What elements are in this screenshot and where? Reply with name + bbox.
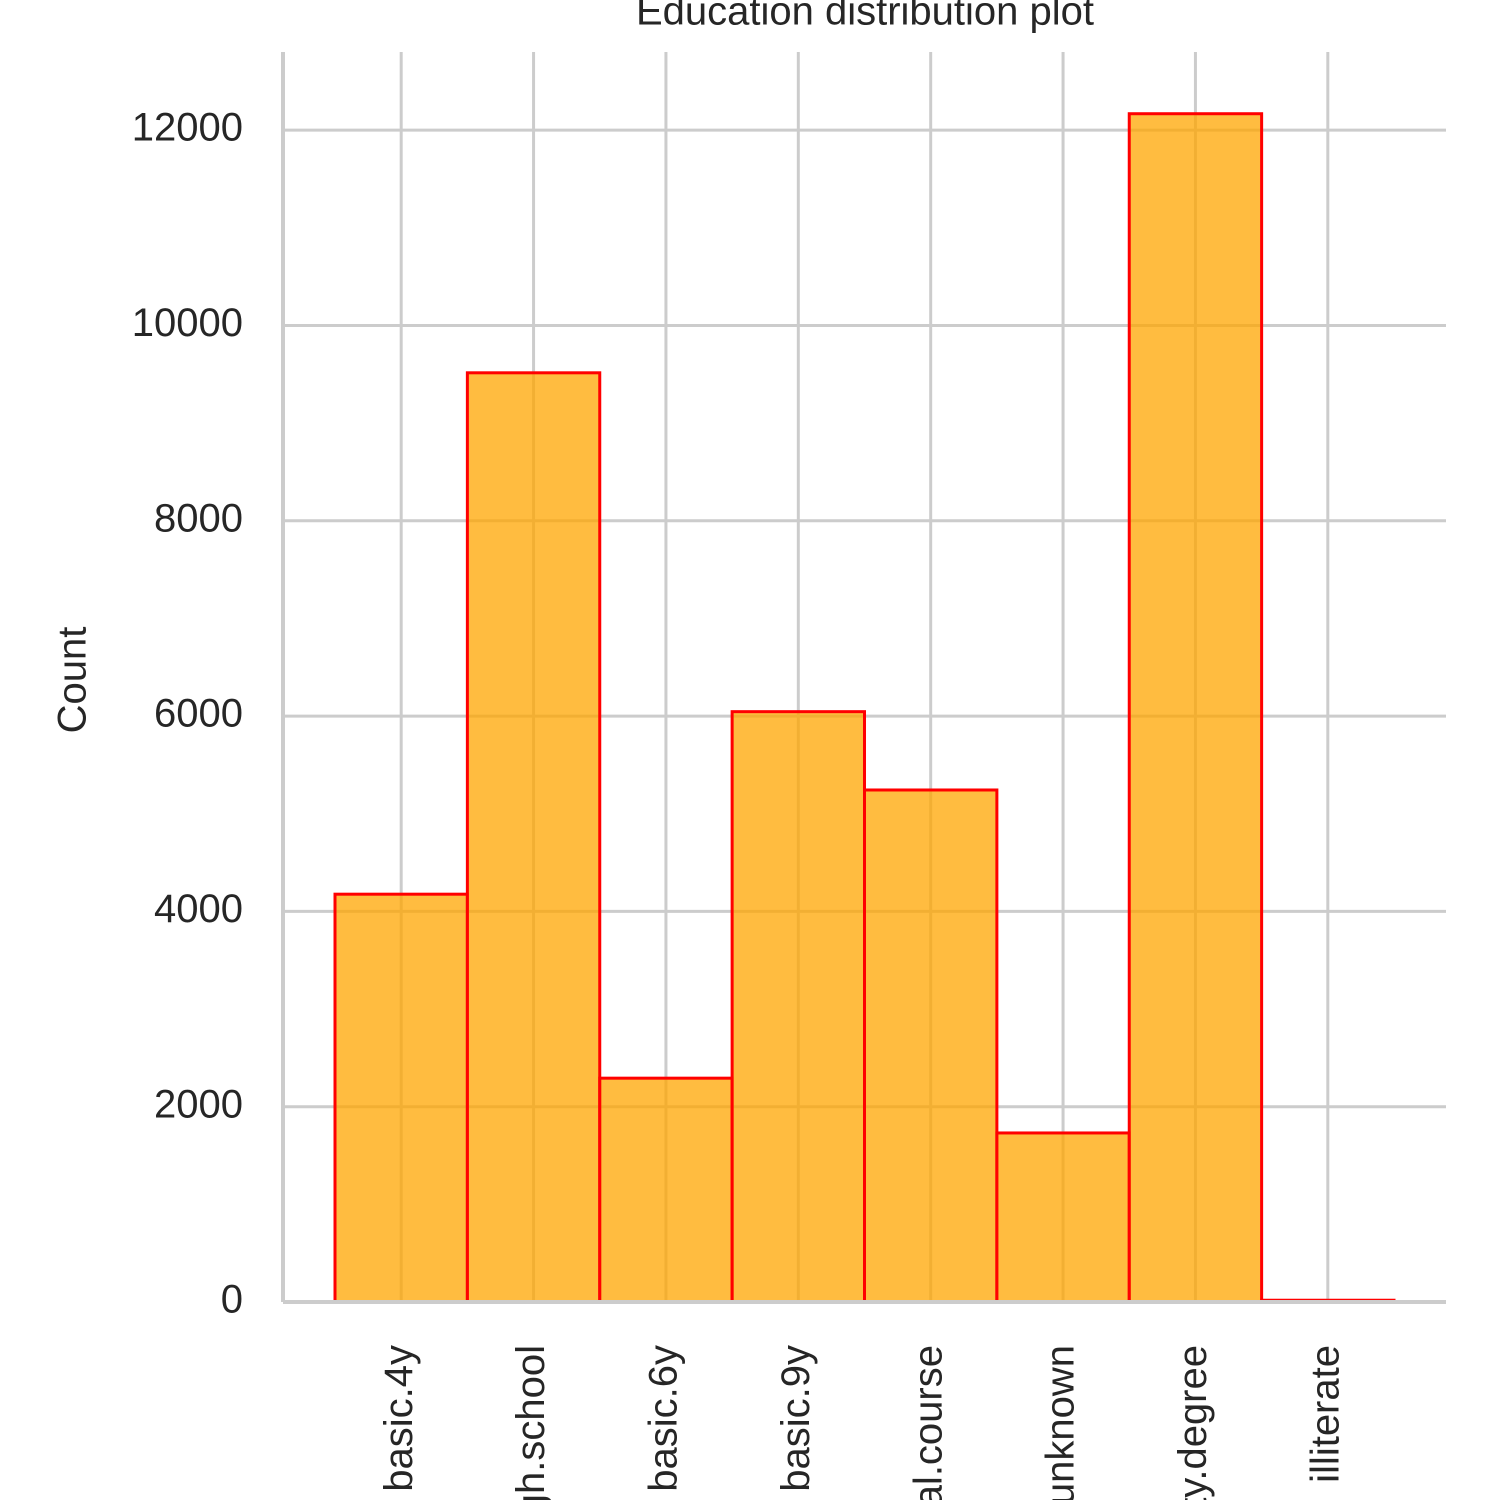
y-tick-label: 0: [221, 1278, 243, 1322]
bar: [995, 1131, 1131, 1304]
bar: [863, 788, 999, 1304]
y-tick-label: 6000: [154, 692, 243, 736]
x-tick-label: unknown: [1039, 1345, 1083, 1500]
x-tick-label: professional.course: [906, 1345, 950, 1500]
y-tick-label: 2000: [154, 1082, 243, 1126]
y-axis-label: Count: [51, 627, 95, 734]
x-tick-label: basic.6y: [642, 1345, 686, 1492]
x-tick-label: illiterate: [1303, 1345, 1347, 1483]
y-tick-label: 12000: [132, 106, 243, 150]
x-tick-label: basic.4y: [377, 1345, 421, 1492]
bar: [465, 371, 602, 1304]
x-tick-label: university.degree: [1171, 1345, 1215, 1500]
y-tick-label: 8000: [154, 496, 243, 540]
x-tick-label: high.school: [509, 1345, 553, 1500]
chart-title: Education distribution plot: [636, 0, 1094, 34]
bar: [598, 1076, 734, 1304]
y-tick-label: 4000: [154, 887, 243, 931]
bar: [1127, 112, 1264, 1304]
y-tick-label: 10000: [132, 301, 243, 345]
bar: [730, 710, 866, 1304]
x-tick-label: basic.9y: [774, 1345, 818, 1492]
bar: [333, 892, 469, 1304]
